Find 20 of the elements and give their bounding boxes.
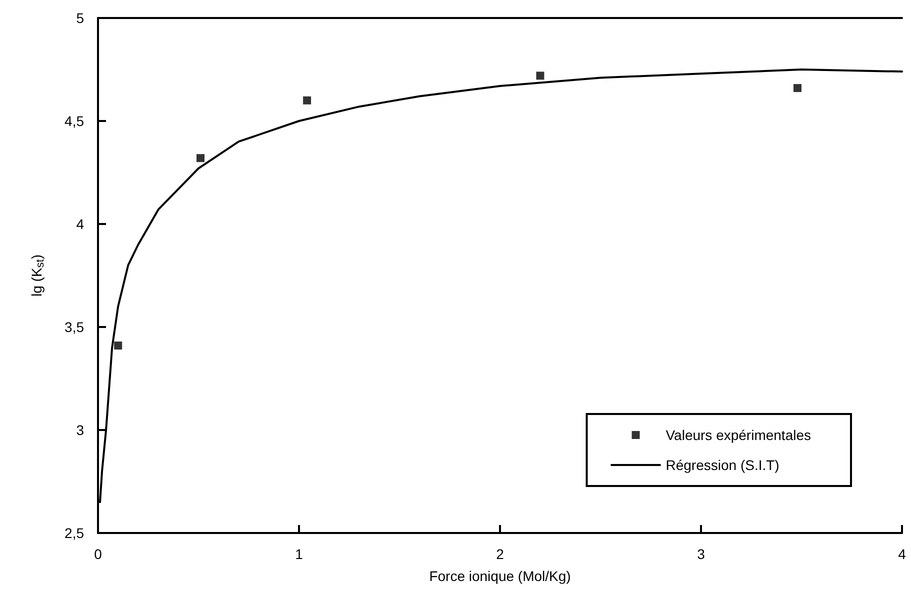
x-tick-label: 2 bbox=[496, 546, 504, 562]
point bbox=[536, 72, 544, 80]
x-axis-title: Force ionique (Mol/Kg) bbox=[429, 568, 571, 584]
x-tick-label: 4 bbox=[898, 546, 906, 562]
x-tick-label: 3 bbox=[697, 546, 706, 562]
y-tick-label: 3 bbox=[76, 422, 84, 438]
point bbox=[114, 342, 122, 350]
x-tick-label: 0 bbox=[94, 546, 102, 562]
point bbox=[303, 96, 312, 104]
legend-label: Régression (S.I.T) bbox=[666, 457, 780, 473]
point bbox=[196, 154, 205, 162]
legend-label: Valeurs expérimentales bbox=[666, 427, 812, 443]
y-axis-title: lg (Kst) bbox=[28, 254, 46, 297]
y-tick-label: 5 bbox=[76, 10, 84, 26]
y-tick-label: 4 bbox=[76, 216, 84, 232]
y-tick-label: 3,5 bbox=[64, 319, 84, 335]
y-tick-label: 4,5 bbox=[64, 113, 84, 129]
x-tick-label: 1 bbox=[295, 546, 304, 562]
y-tick-label: 2,5 bbox=[64, 525, 84, 541]
point bbox=[793, 84, 802, 92]
